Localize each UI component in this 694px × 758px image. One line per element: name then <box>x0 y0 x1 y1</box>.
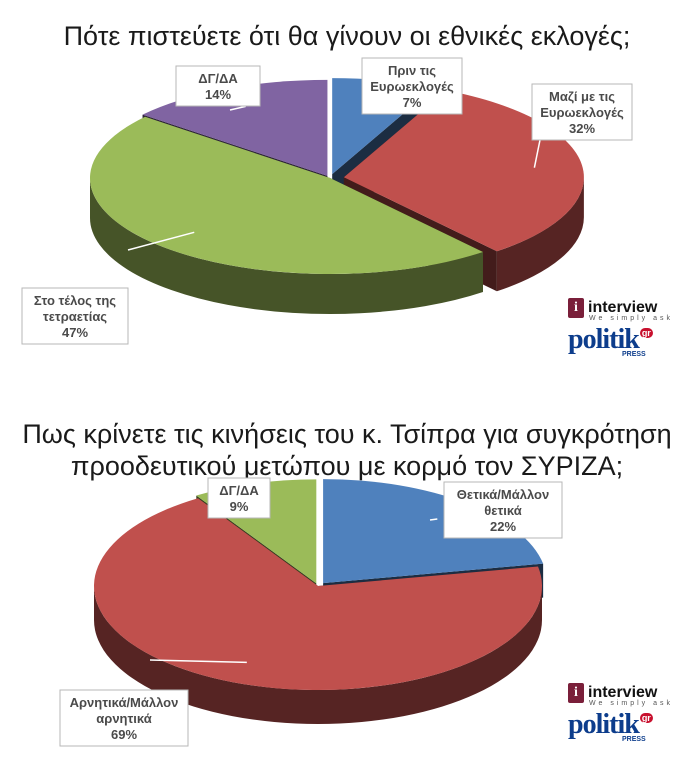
data-label-percent: 47% <box>62 325 88 340</box>
data-label-box <box>207 477 271 519</box>
chart1-title: Πότε πιστεύετε ότι θα γίνουν οι εθνικές … <box>63 21 631 51</box>
leader-line <box>229 105 246 111</box>
data-label-text: θετικά <box>484 503 521 518</box>
interview-logo-icon: i <box>568 683 584 703</box>
data-label-text: αρνητικά <box>96 711 151 726</box>
interview-tagline: We simply ask <box>589 315 673 322</box>
data-label-text: ΔΓ/ΔΑ <box>198 71 238 86</box>
data-label-box <box>531 83 633 141</box>
data-label-percent: 69% <box>111 727 137 742</box>
data-label-text: Ευρωεκλογές <box>370 79 454 94</box>
data-label-percent: 7% <box>403 95 422 110</box>
leader-line <box>149 659 247 664</box>
data-label-text: Θετικά/Μάλλον <box>457 487 549 502</box>
data-label-text: Μαζί με τις <box>549 89 615 104</box>
interview-politik-logo-1: i interview We simply ask politik gr PRE… <box>568 298 673 358</box>
pie-slice <box>94 498 543 691</box>
data-label-text: Πριν τις <box>388 63 436 78</box>
chart2-title-line1: Πως κρίνετε τις κινήσεις του κ. Τσίπρα γ… <box>22 419 672 449</box>
data-label-text: τετραετίας <box>43 309 107 324</box>
data-label-text: Ευρωεκλογές <box>540 105 624 120</box>
interview-tagline: We simply ask <box>589 700 673 707</box>
politik-gr-badge: gr <box>639 328 653 338</box>
data-label-percent: 14% <box>205 87 231 102</box>
interview-brand: interview <box>588 684 658 701</box>
politik-brand: politik <box>568 709 640 740</box>
interview-logo-icon: i <box>568 298 584 318</box>
politik-gr-badge: gr <box>639 713 653 723</box>
pie-slice <box>323 479 544 584</box>
data-label-box <box>361 57 463 115</box>
data-label-box <box>59 689 189 747</box>
data-label-percent: 22% <box>490 519 516 534</box>
data-label-text: ΔΓ/ΔΑ <box>219 483 259 498</box>
data-label-percent: 9% <box>230 499 249 514</box>
data-label-percent: 32% <box>569 121 595 136</box>
interview-politik-logo-2: i interview We simply ask politik gr PRE… <box>568 683 673 743</box>
data-label-box <box>443 481 563 539</box>
interview-brand: interview <box>588 299 658 316</box>
leader-line <box>429 518 438 521</box>
chart2-title: Πως κρίνετε τις κινήσεις του κ. Τσίπρα γ… <box>0 418 694 482</box>
politik-brand: politik <box>568 324 640 355</box>
politik-press-label: PRESS <box>622 351 646 358</box>
pie-slice-side <box>94 586 542 724</box>
pie-slice <box>90 116 483 274</box>
data-label-box <box>21 287 129 345</box>
pie-slice-side <box>496 177 584 292</box>
leader-line <box>127 231 195 251</box>
data-label-box <box>175 65 261 107</box>
data-label-text: Στο τέλος της <box>34 293 116 308</box>
chart2-title-line2: προοδευτικού μετώπου με κορμό τον ΣΥΡΙΖΑ… <box>70 451 624 481</box>
politik-press-label: PRESS <box>622 736 646 743</box>
pie-slice-side <box>90 178 483 314</box>
leader-line <box>533 139 541 168</box>
pie-slice <box>343 90 584 252</box>
data-label-text: Αρνητικά/Μάλλον <box>70 695 179 710</box>
